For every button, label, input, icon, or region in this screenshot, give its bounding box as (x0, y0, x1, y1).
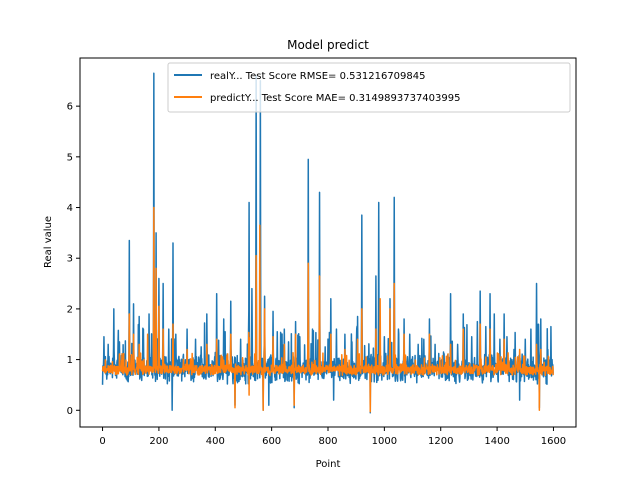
y-axis-label: Real value (43, 216, 54, 268)
y-tick-label: 1 (67, 355, 73, 366)
x-tick-label: 1200 (428, 436, 453, 447)
x-axis-ticks: 0 200 400 600 800 1000 1200 1400 1600 (99, 427, 566, 447)
legend-box (167, 62, 571, 113)
x-tick-label: 800 (318, 436, 337, 447)
y-tick-label: 4 (67, 203, 73, 214)
series-line-predictY (101, 206, 554, 413)
legend: realY... Test Score RMSE= 0.531216709845… (167, 62, 571, 113)
y-tick-label: 2 (67, 304, 73, 315)
x-tick-label: 1000 (372, 436, 397, 447)
y-tick-label: 6 (67, 102, 73, 113)
plot-lines (101, 72, 554, 414)
legend-label-realY: realY... Test Score RMSE= 0.531216709845 (210, 71, 426, 82)
x-tick-label: 1400 (484, 436, 509, 447)
x-tick-label: 400 (206, 436, 225, 447)
y-tick-label: 3 (67, 254, 73, 265)
x-tick-label: 200 (149, 436, 168, 447)
x-tick-label: 600 (262, 436, 281, 447)
x-tick-label: 1600 (541, 436, 566, 447)
x-axis-label: Point (316, 459, 341, 470)
x-tick-label: 0 (99, 436, 105, 447)
y-axis-ticks: 0 1 2 3 4 5 6 (67, 102, 80, 417)
y-tick-label: 5 (67, 152, 73, 163)
chart-title: Model predict (287, 38, 369, 52)
y-tick-label: 0 (67, 406, 73, 417)
legend-label-predictY: predictY... Test Score MAE= 0.3149893737… (210, 93, 460, 104)
